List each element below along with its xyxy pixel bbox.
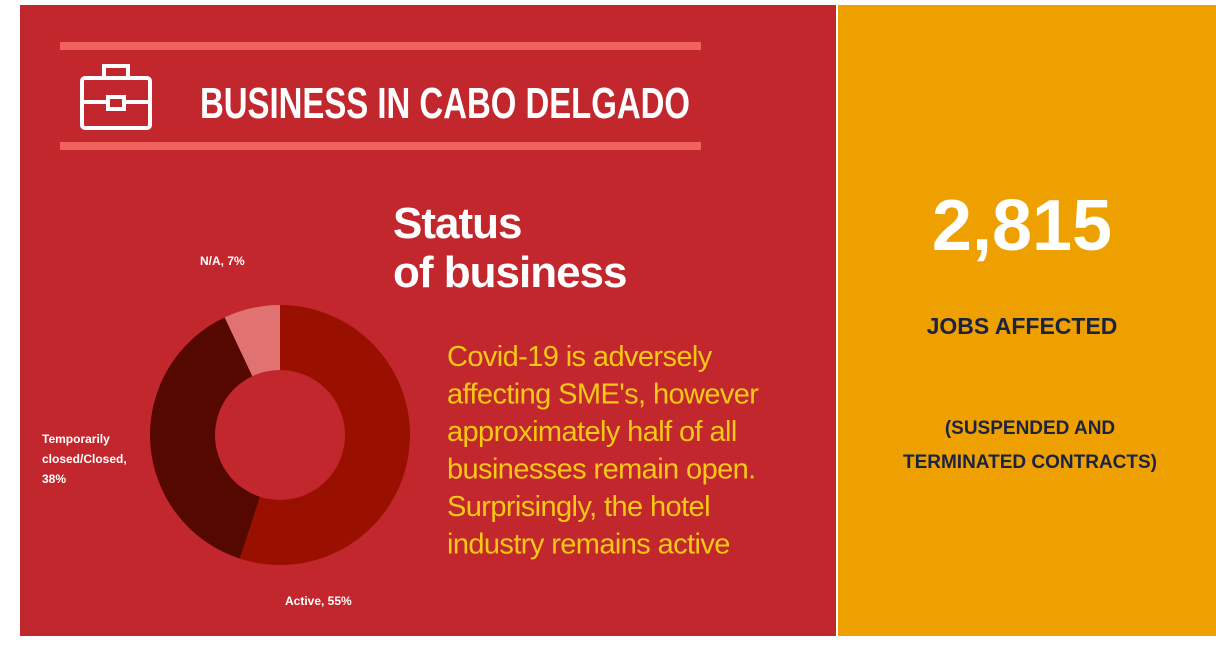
header-title: BUSINESS IN CABO DELGADO [200,79,690,128]
donut-segment [150,317,260,559]
red-panel [20,5,836,636]
segment-label: Active, 55% [285,594,352,608]
segment-label: Temporarily closed/Closed, 38% [42,432,127,486]
briefcase-icon [80,64,152,130]
description-line: Covid-19 is adversely [447,341,713,373]
rule-bottom [60,142,701,150]
chart-title: of business [393,248,627,297]
stat-note: TERMINATED CONTRACTS) [903,452,1157,473]
description-line: industry remains active [447,529,730,561]
description-line: businesses remain open. [447,454,756,486]
orange-panel [838,5,1216,636]
segment-label: N/A, 7% [200,254,245,268]
description-line: approximately half of all [447,416,737,448]
donut-segment [224,305,280,377]
donut-segment [239,305,410,565]
description-line: affecting SME's, however [447,379,759,411]
rule-top [60,42,701,50]
stat-label: JOBS AFFECTED [927,313,1118,339]
chart-title: Status [393,199,521,248]
stat-value: 2,815 [932,186,1112,266]
description-line: Surprisingly, the hotel [447,491,710,523]
stat-note: (SUSPENDED AND [945,418,1115,439]
